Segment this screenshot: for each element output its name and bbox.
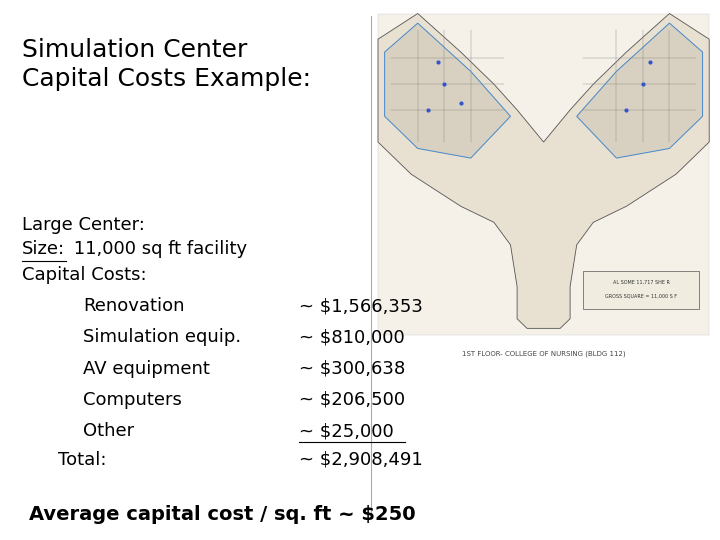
Text: ~ $300,638: ~ $300,638 (299, 360, 405, 377)
Polygon shape (577, 23, 703, 158)
Text: 11,000 sq ft facility: 11,000 sq ft facility (68, 240, 248, 258)
Text: ~ $1,566,353: ~ $1,566,353 (299, 297, 423, 315)
Text: Computers: Computers (83, 391, 181, 409)
Text: Total:: Total: (58, 451, 106, 469)
Text: GROSS SQUARE = 11,000 S F: GROSS SQUARE = 11,000 S F (606, 293, 678, 298)
Text: AV equipment: AV equipment (83, 360, 210, 377)
Text: Simulation equip.: Simulation equip. (83, 328, 241, 346)
Text: Renovation: Renovation (83, 297, 184, 315)
Polygon shape (384, 23, 510, 158)
Text: Average capital cost / sq. ft ~ $250: Average capital cost / sq. ft ~ $250 (29, 505, 415, 524)
Text: Other: Other (83, 422, 134, 440)
Text: AL SOME 11,717 SHE R: AL SOME 11,717 SHE R (613, 280, 670, 285)
FancyBboxPatch shape (378, 14, 709, 335)
Text: ~ $206,500: ~ $206,500 (299, 391, 405, 409)
FancyBboxPatch shape (583, 271, 699, 309)
Text: 1ST FLOOR- COLLEGE OF NURSING (BLDG 112): 1ST FLOOR- COLLEGE OF NURSING (BLDG 112) (462, 351, 626, 357)
Text: Large Center:: Large Center: (22, 216, 145, 234)
Text: Capital Costs:: Capital Costs: (22, 266, 146, 284)
Text: Size:: Size: (22, 240, 65, 258)
Text: ~ $25,000: ~ $25,000 (299, 422, 394, 440)
Polygon shape (378, 14, 709, 328)
Text: ~ $810,000: ~ $810,000 (299, 328, 405, 346)
Text: ~ $2,908,491: ~ $2,908,491 (299, 451, 423, 469)
Text: Simulation Center
Capital Costs Example:: Simulation Center Capital Costs Example: (22, 38, 310, 91)
